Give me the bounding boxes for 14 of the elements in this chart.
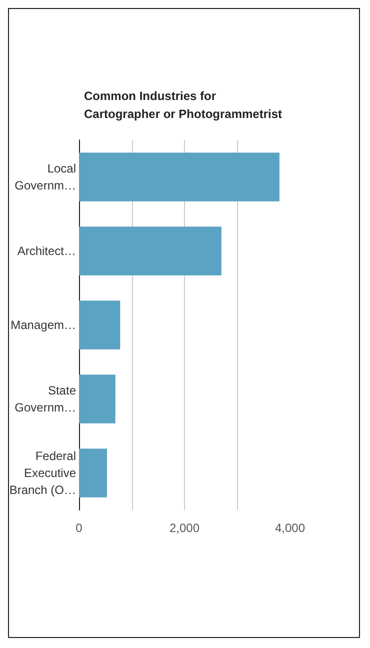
bar	[79, 226, 222, 276]
x-tick-label: 4,000	[274, 521, 306, 535]
bar	[79, 448, 107, 498]
bar	[79, 300, 120, 350]
bar	[79, 374, 116, 424]
y-tick-label: Federal Executive Branch (O…	[9, 449, 76, 497]
x-tick-label: 2,000	[169, 521, 200, 535]
bar	[79, 152, 280, 202]
x-tick-label: 0	[76, 521, 83, 535]
chart-title: Common Industries for Cartographer or Photogrammetrist	[84, 89, 282, 121]
y-tick-label: Local Governm…	[14, 162, 76, 192]
y-tick-label: State Governm…	[14, 384, 76, 414]
y-tick-label: Managem…	[10, 318, 76, 332]
y-tick-label: Architect…	[17, 244, 76, 258]
